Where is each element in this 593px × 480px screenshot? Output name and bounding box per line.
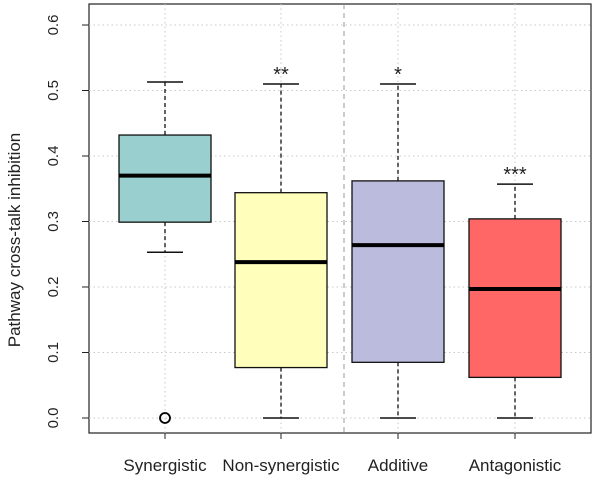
y-tick-label: 0.0 <box>45 408 62 429</box>
x-tick-label: Non-synergistic <box>222 456 340 475</box>
y-tick-label: 0.4 <box>45 146 62 167</box>
box-non-synergistic: ** <box>234 64 328 419</box>
y-tick-label: 0.6 <box>45 15 62 36</box>
x-axis-labels: Synergistic Non-synergistic Additive Antago… <box>123 433 562 475</box>
y-axis-label: Pathway cross-talk inhibition <box>5 133 24 347</box>
box-iqr <box>351 180 445 363</box>
box-antagonistic: *** <box>468 164 562 419</box>
significance-marker: * <box>394 64 402 86</box>
box-iqr <box>118 134 212 223</box>
x-tick-label: Synergistic <box>123 456 207 475</box>
significance-marker: ** <box>273 64 289 86</box>
box-iqr <box>468 218 562 379</box>
box-synergistic <box>118 81 212 424</box>
box-series: ** **** <box>118 64 562 424</box>
x-tick-label: Antagonistic <box>469 456 562 475</box>
y-tick-label: 0.1 <box>45 342 62 363</box>
box-iqr <box>234 192 328 369</box>
y-axis: 0.0 0.1 0.2 0.3 0.4 0.5 0.6 <box>45 15 89 429</box>
y-tick-label: 0.3 <box>45 211 62 232</box>
y-tick-label: 0.2 <box>45 277 62 298</box>
outlier-point <box>159 412 171 424</box>
x-tick-label: Additive <box>368 456 428 475</box>
box-additive: * <box>351 64 445 419</box>
significance-marker: *** <box>503 164 527 186</box>
y-tick-label: 0.5 <box>45 80 62 101</box>
plot-frame <box>88 3 592 434</box>
